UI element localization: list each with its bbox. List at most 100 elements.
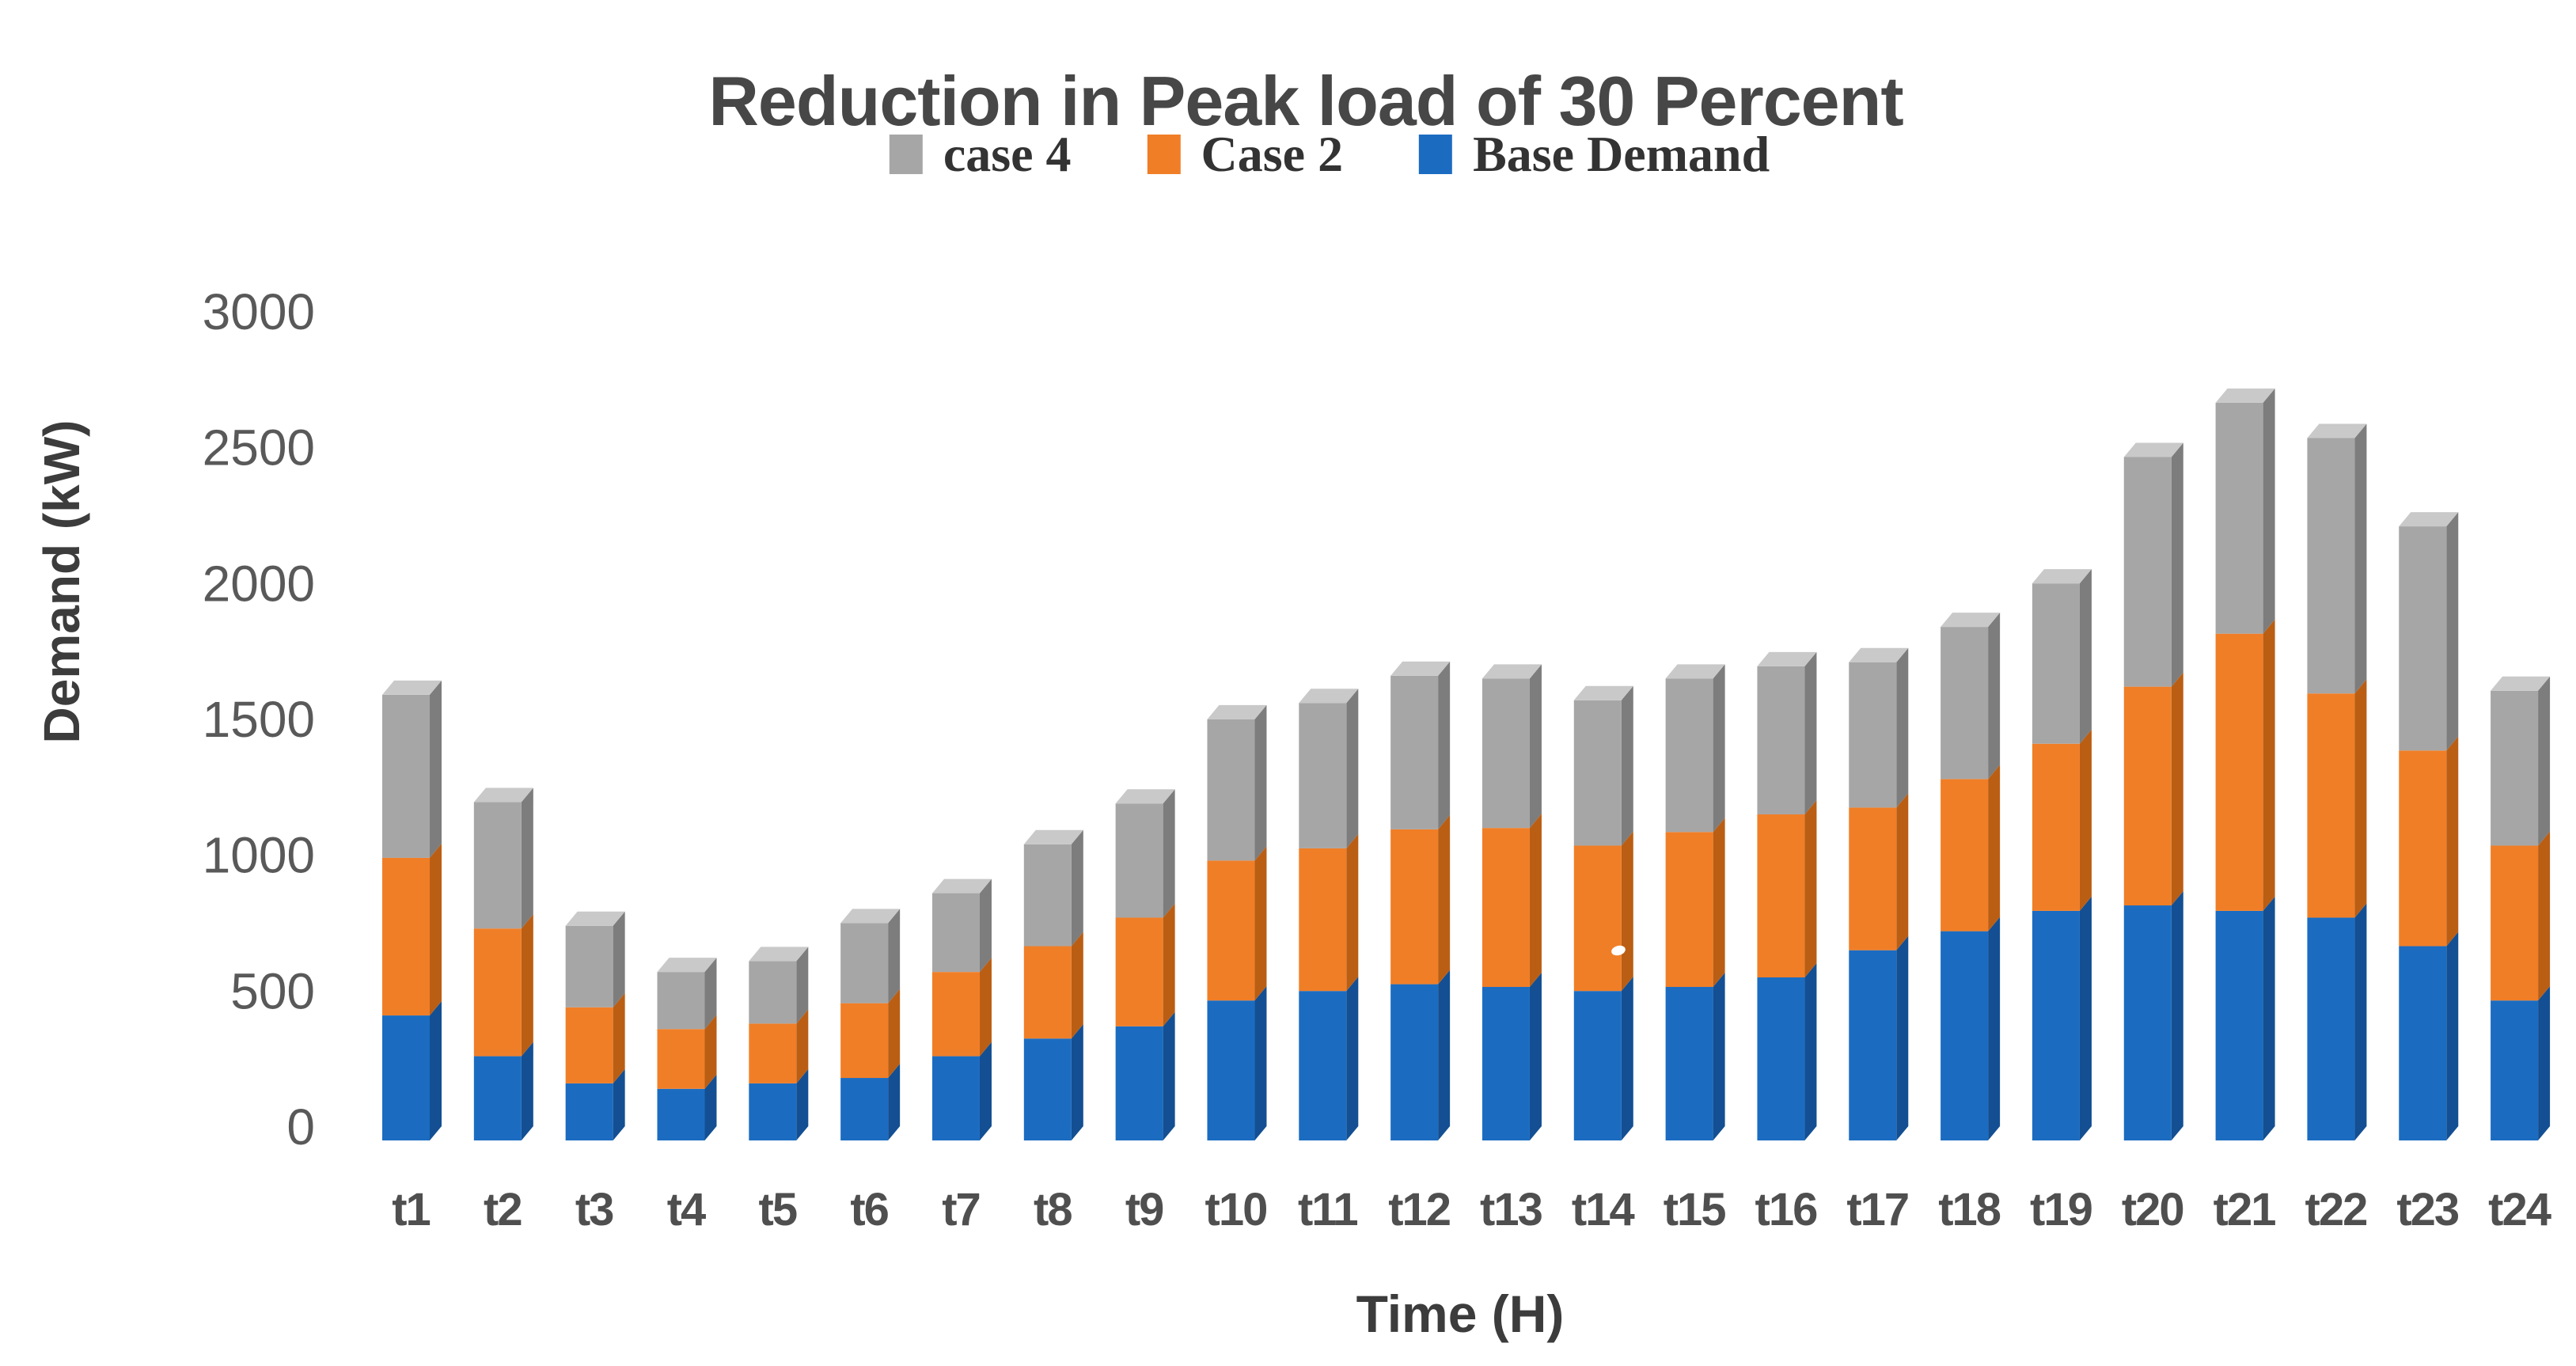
bar-t3-case-4 <box>565 925 613 1007</box>
x-tick-label: t22 <box>2305 1184 2367 1235</box>
bar-t1-case-4 <box>382 694 430 858</box>
x-tick-label: t13 <box>1480 1184 1542 1235</box>
bar-t11-case-4-side <box>1346 689 1359 848</box>
bar-t15-base-demand <box>1665 987 1713 1140</box>
bar-t19-case-4-side <box>2079 569 2092 744</box>
bar-t7-case-4 <box>931 893 980 973</box>
bar-t12-base-demand <box>1390 984 1439 1140</box>
bar-t17-case-4-side <box>1896 647 1909 808</box>
bar-t22-top-face <box>2307 423 2367 438</box>
bar-t2-case-4-side <box>521 787 533 929</box>
bar-t8-case-4-side <box>1071 829 1083 947</box>
bar-t23-case-4 <box>2399 526 2447 751</box>
bar-t17-case-4 <box>1849 662 1897 808</box>
bar-t5-case-4-side <box>796 947 809 1024</box>
legend-swatch-case4-icon <box>889 135 923 174</box>
y-tick-label: 2500 <box>203 419 315 476</box>
bar-t3-base-demand <box>565 1083 613 1140</box>
bar-t15-case-4 <box>1665 678 1713 833</box>
bar-t21-case-4 <box>2215 402 2263 634</box>
x-tick-label: t9 <box>1125 1184 1163 1235</box>
bar-t16-case-2-side <box>1804 800 1817 977</box>
x-tick-label: t23 <box>2396 1184 2459 1235</box>
bar-t17-case-2-side <box>1896 793 1909 951</box>
legend-item-case4: case 4 <box>889 125 1072 184</box>
bar-t23-base-demand <box>2399 946 2447 1140</box>
bar-t3-base-demand-side <box>613 1068 625 1140</box>
bar-t11-top-face <box>1299 689 1359 704</box>
bar-t19-base-demand-side <box>2079 896 2092 1140</box>
x-tick-label: t7 <box>942 1184 980 1235</box>
bar-t15-top-face <box>1665 664 1725 679</box>
bar-t18-case-2-side <box>1988 765 2001 932</box>
bar-t24-case-2-side <box>2538 831 2551 1001</box>
bar-t4-top-face <box>657 958 717 973</box>
bar-t23-base-demand-side <box>2446 932 2459 1140</box>
bar-t3-case-2 <box>565 1007 613 1083</box>
bar-t8-case-4 <box>1023 844 1072 947</box>
bar-t9-base-demand <box>1115 1026 1163 1140</box>
bar-t11-case-4 <box>1299 703 1347 848</box>
bar-t4-case-4 <box>657 972 705 1030</box>
bar-t13-base-demand <box>1481 987 1530 1140</box>
bar-t5-case-4 <box>749 961 797 1024</box>
x-tick-label: t11 <box>1298 1184 1357 1235</box>
bar-t21-base-demand-side <box>2263 896 2275 1140</box>
bar-t9-case-2 <box>1115 917 1163 1026</box>
bar-t7-case-2 <box>931 972 980 1057</box>
bar-t12-case-4 <box>1390 675 1439 829</box>
bar-t20-case-4 <box>2123 457 2172 687</box>
bar-t4-case-2-side <box>704 1015 717 1089</box>
bar-t14-case-2 <box>1573 845 1622 992</box>
x-tick-label: t5 <box>759 1184 797 1235</box>
x-tick-label: t8 <box>1034 1184 1072 1235</box>
bar-t13-case-4 <box>1481 678 1530 829</box>
bar-t7-top-face <box>931 878 992 894</box>
bar-t14-base-demand <box>1573 991 1622 1140</box>
bar-t11-case-2 <box>1299 848 1347 992</box>
bar-t1-base-demand-side <box>430 1001 442 1140</box>
bar-t18-top-face <box>1941 613 2001 628</box>
bar-t22-case-4-side <box>2354 423 2367 694</box>
bar-t17-base-demand <box>1849 950 1897 1140</box>
bar-t9-base-demand-side <box>1163 1011 1175 1140</box>
x-tick-label: t12 <box>1388 1184 1450 1235</box>
bar-t1-case-2 <box>382 857 430 1016</box>
bar-t10-base-demand <box>1207 1000 1255 1140</box>
bar-t12-case-2-side <box>1438 814 1451 985</box>
bar-t9-top-face <box>1115 789 1175 804</box>
bar-t6-case-4 <box>840 923 889 1004</box>
bar-t13-case-2 <box>1481 828 1530 988</box>
bar-t12-case-2 <box>1390 829 1439 985</box>
y-tick-label: 1500 <box>203 691 315 748</box>
bar-t10-case-4 <box>1207 719 1255 861</box>
bar-t4-case-4-side <box>704 958 717 1030</box>
bar-t22-base-demand <box>2307 917 2355 1140</box>
bar-t2-case-2-side <box>521 914 533 1057</box>
bar-t16-top-face <box>1757 651 1817 666</box>
bar-t1-case-2-side <box>430 843 442 1016</box>
bar-t18-case-4-side <box>1988 613 2001 780</box>
bar-t5-top-face <box>749 947 809 962</box>
y-tick-label: 1000 <box>203 827 315 884</box>
bar-t1-top-face <box>382 680 442 695</box>
bar-t4-base-demand-side <box>704 1074 717 1140</box>
chart-title: Reduction in Peak load of 30 Percent <box>708 61 1903 140</box>
bar-t24-case-4 <box>2491 690 2539 846</box>
bar-t12-top-face <box>1390 661 1451 676</box>
bar-t10-top-face <box>1207 704 1267 719</box>
legend-label-case2: Case 2 <box>1201 126 1344 182</box>
bar-t3-case-4-side <box>613 911 625 1007</box>
bar-t6-top-face <box>840 909 901 924</box>
bar-t21-top-face <box>2215 388 2275 403</box>
x-tick-label: t6 <box>850 1184 888 1235</box>
x-tick-label: t10 <box>1205 1184 1267 1235</box>
bar-t11-case-2-side <box>1346 833 1359 992</box>
bar-t22-case-4 <box>2307 438 2355 694</box>
bar-t13-case-4-side <box>1529 664 1542 829</box>
bar-t6-base-demand-side <box>888 1064 901 1140</box>
legend-label-case4: case 4 <box>943 126 1072 182</box>
bar-t19-case-2-side <box>2079 729 2092 911</box>
bar-t11-base-demand-side <box>1346 977 1359 1140</box>
bar-t24-top-face <box>2491 676 2551 691</box>
